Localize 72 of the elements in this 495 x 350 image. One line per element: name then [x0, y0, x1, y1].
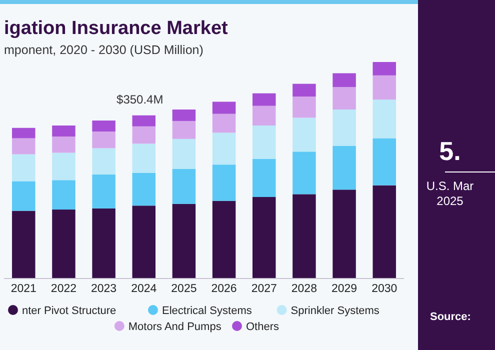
bar — [92, 174, 116, 208]
bar — [372, 185, 396, 278]
bar — [212, 132, 236, 165]
bar — [252, 93, 276, 106]
bar — [172, 110, 196, 121]
bar — [252, 106, 276, 126]
legend-label: Motors And Pumps — [128, 321, 222, 333]
x-tick-label: 2022 — [50, 283, 77, 295]
bar — [212, 102, 236, 114]
x-tick-label: 2028 — [291, 283, 317, 295]
bar — [292, 194, 316, 278]
bar — [372, 138, 396, 186]
bar — [92, 132, 116, 148]
bar — [52, 152, 76, 180]
bar — [12, 138, 36, 154]
bar — [212, 200, 236, 278]
text: 5. — [439, 136, 461, 166]
chart-title: igation Insurance Market — [4, 18, 229, 39]
bar — [52, 210, 76, 278]
bar — [172, 138, 196, 169]
bar — [12, 154, 36, 182]
legend-label: Others — [246, 321, 280, 333]
bar — [52, 126, 76, 137]
bar — [212, 114, 236, 133]
bar — [252, 126, 276, 159]
legend-label: Sprinkler Systems — [290, 305, 380, 317]
bar — [132, 172, 156, 206]
bar — [132, 126, 156, 144]
annotation: $350.4M — [116, 92, 164, 106]
bar — [292, 96, 316, 118]
bar — [92, 208, 116, 278]
bar — [372, 100, 396, 138]
x-tick-label: 2023 — [91, 283, 117, 295]
bar — [52, 180, 76, 210]
bar — [52, 136, 76, 153]
x-tick-label: 2026 — [211, 283, 237, 295]
bar — [332, 110, 356, 146]
x-tick-label: 2029 — [331, 283, 358, 295]
x-tick-label: 2021 — [10, 283, 36, 295]
bar — [292, 152, 316, 194]
x-tick-label: 2027 — [251, 283, 277, 295]
bar — [212, 164, 236, 201]
bar — [172, 120, 196, 139]
bar — [372, 75, 396, 100]
source-note: Source: — [430, 311, 471, 323]
bar — [132, 144, 156, 173]
bar — [172, 204, 196, 278]
bar — [132, 115, 156, 126]
bar — [252, 158, 276, 197]
bar — [372, 62, 396, 76]
bar — [12, 128, 36, 138]
bar — [332, 190, 356, 278]
bar — [172, 168, 196, 204]
x-tick-label: 2025 — [171, 283, 197, 295]
bar — [92, 148, 116, 175]
text: 2025 — [436, 194, 464, 208]
bar — [292, 118, 316, 152]
x-tick-label: 2024 — [131, 283, 158, 295]
bar — [332, 87, 356, 110]
bar — [92, 120, 116, 132]
bar — [12, 210, 36, 278]
bar — [12, 181, 36, 211]
legend-label: Electrical Systems — [162, 305, 252, 317]
bar — [332, 146, 356, 190]
bar — [252, 197, 276, 278]
legend-label: nter Pivot Structure — [22, 305, 116, 317]
bar — [332, 73, 356, 88]
text: U.S. Mar — [426, 179, 474, 193]
bar — [132, 206, 156, 278]
x-tick-label: 2030 — [372, 283, 398, 295]
chart-subtitle: mponent, 2020 - 2030 (USD Million) — [4, 43, 204, 57]
bar — [292, 84, 316, 97]
